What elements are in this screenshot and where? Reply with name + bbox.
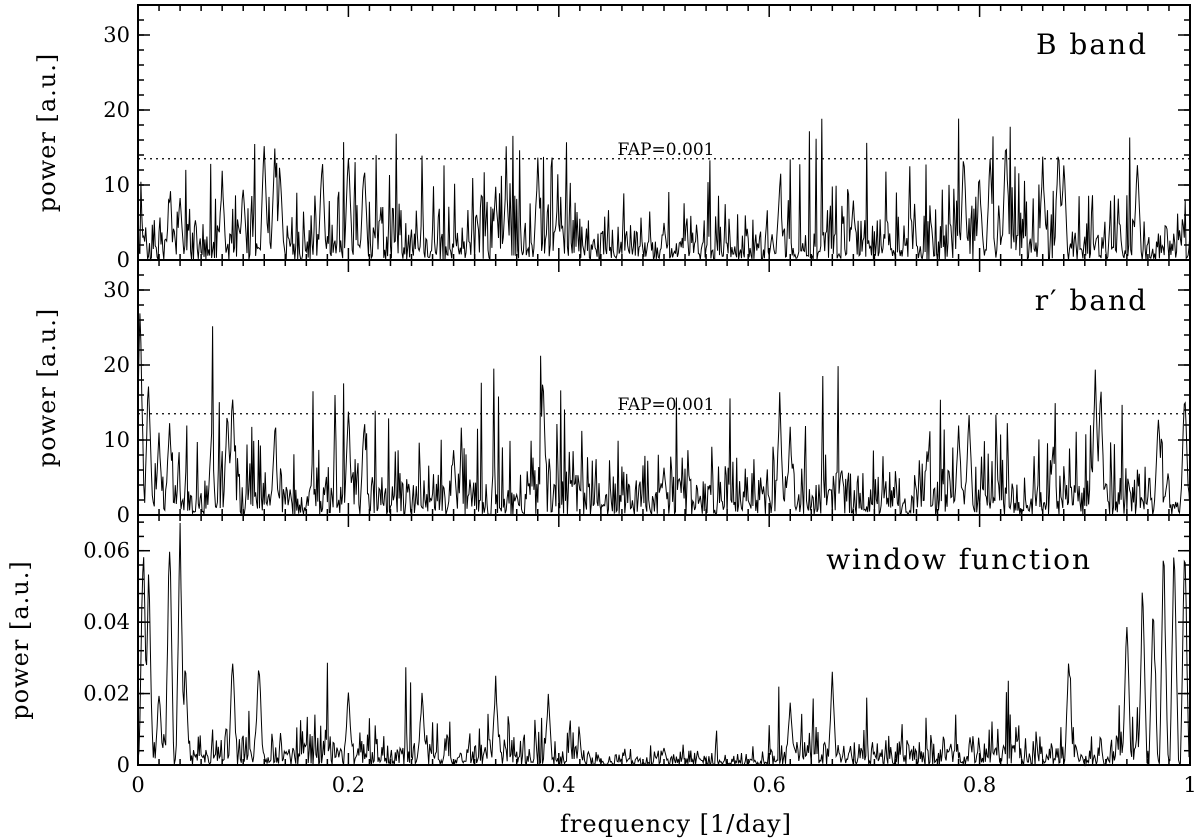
y-tick-label: 0 bbox=[117, 248, 130, 272]
x-tick-label: 0.8 bbox=[963, 773, 996, 797]
x-tick-label: 1 bbox=[1183, 773, 1196, 797]
y-tick-label: 30 bbox=[103, 23, 130, 47]
panel-frame bbox=[137, 514, 1191, 766]
y-axis-title: power [a.u.] bbox=[6, 560, 34, 719]
y-tick-label: 0.04 bbox=[83, 610, 130, 634]
series-line bbox=[137, 522, 1191, 767]
series-line bbox=[137, 313, 1191, 517]
y-tick-label: 0 bbox=[117, 753, 130, 777]
x-tick-label: 0.6 bbox=[752, 773, 785, 797]
panel-label: r′ band bbox=[1035, 284, 1148, 317]
x-tick-label: 0.4 bbox=[542, 773, 575, 797]
fap-label: FAP=0.001 bbox=[618, 395, 715, 415]
y-tick-label: 0.02 bbox=[83, 682, 130, 706]
panel-frame bbox=[137, 259, 1191, 516]
panel-label: window function bbox=[826, 543, 1092, 576]
series-line bbox=[137, 118, 1191, 262]
y-tick-label: 10 bbox=[103, 428, 130, 452]
y-axis-title: power [a.u.] bbox=[33, 308, 61, 467]
x-tick-label: 0 bbox=[131, 773, 144, 797]
y-tick-label: 10 bbox=[103, 173, 130, 197]
y-tick-label: 20 bbox=[103, 98, 130, 122]
y-tick-label: 0 bbox=[117, 503, 130, 527]
panel-label: B band bbox=[1036, 28, 1148, 61]
y-axis-title: power [a.u.] bbox=[33, 53, 61, 212]
y-tick-label: 30 bbox=[103, 278, 130, 302]
fap-label: FAP=0.001 bbox=[618, 140, 715, 160]
x-axis-title: frequency [1/day] bbox=[560, 810, 792, 838]
x-tick-label: 0.2 bbox=[332, 773, 365, 797]
y-tick-label: 0.06 bbox=[83, 539, 130, 563]
y-tick-label: 20 bbox=[103, 353, 130, 377]
